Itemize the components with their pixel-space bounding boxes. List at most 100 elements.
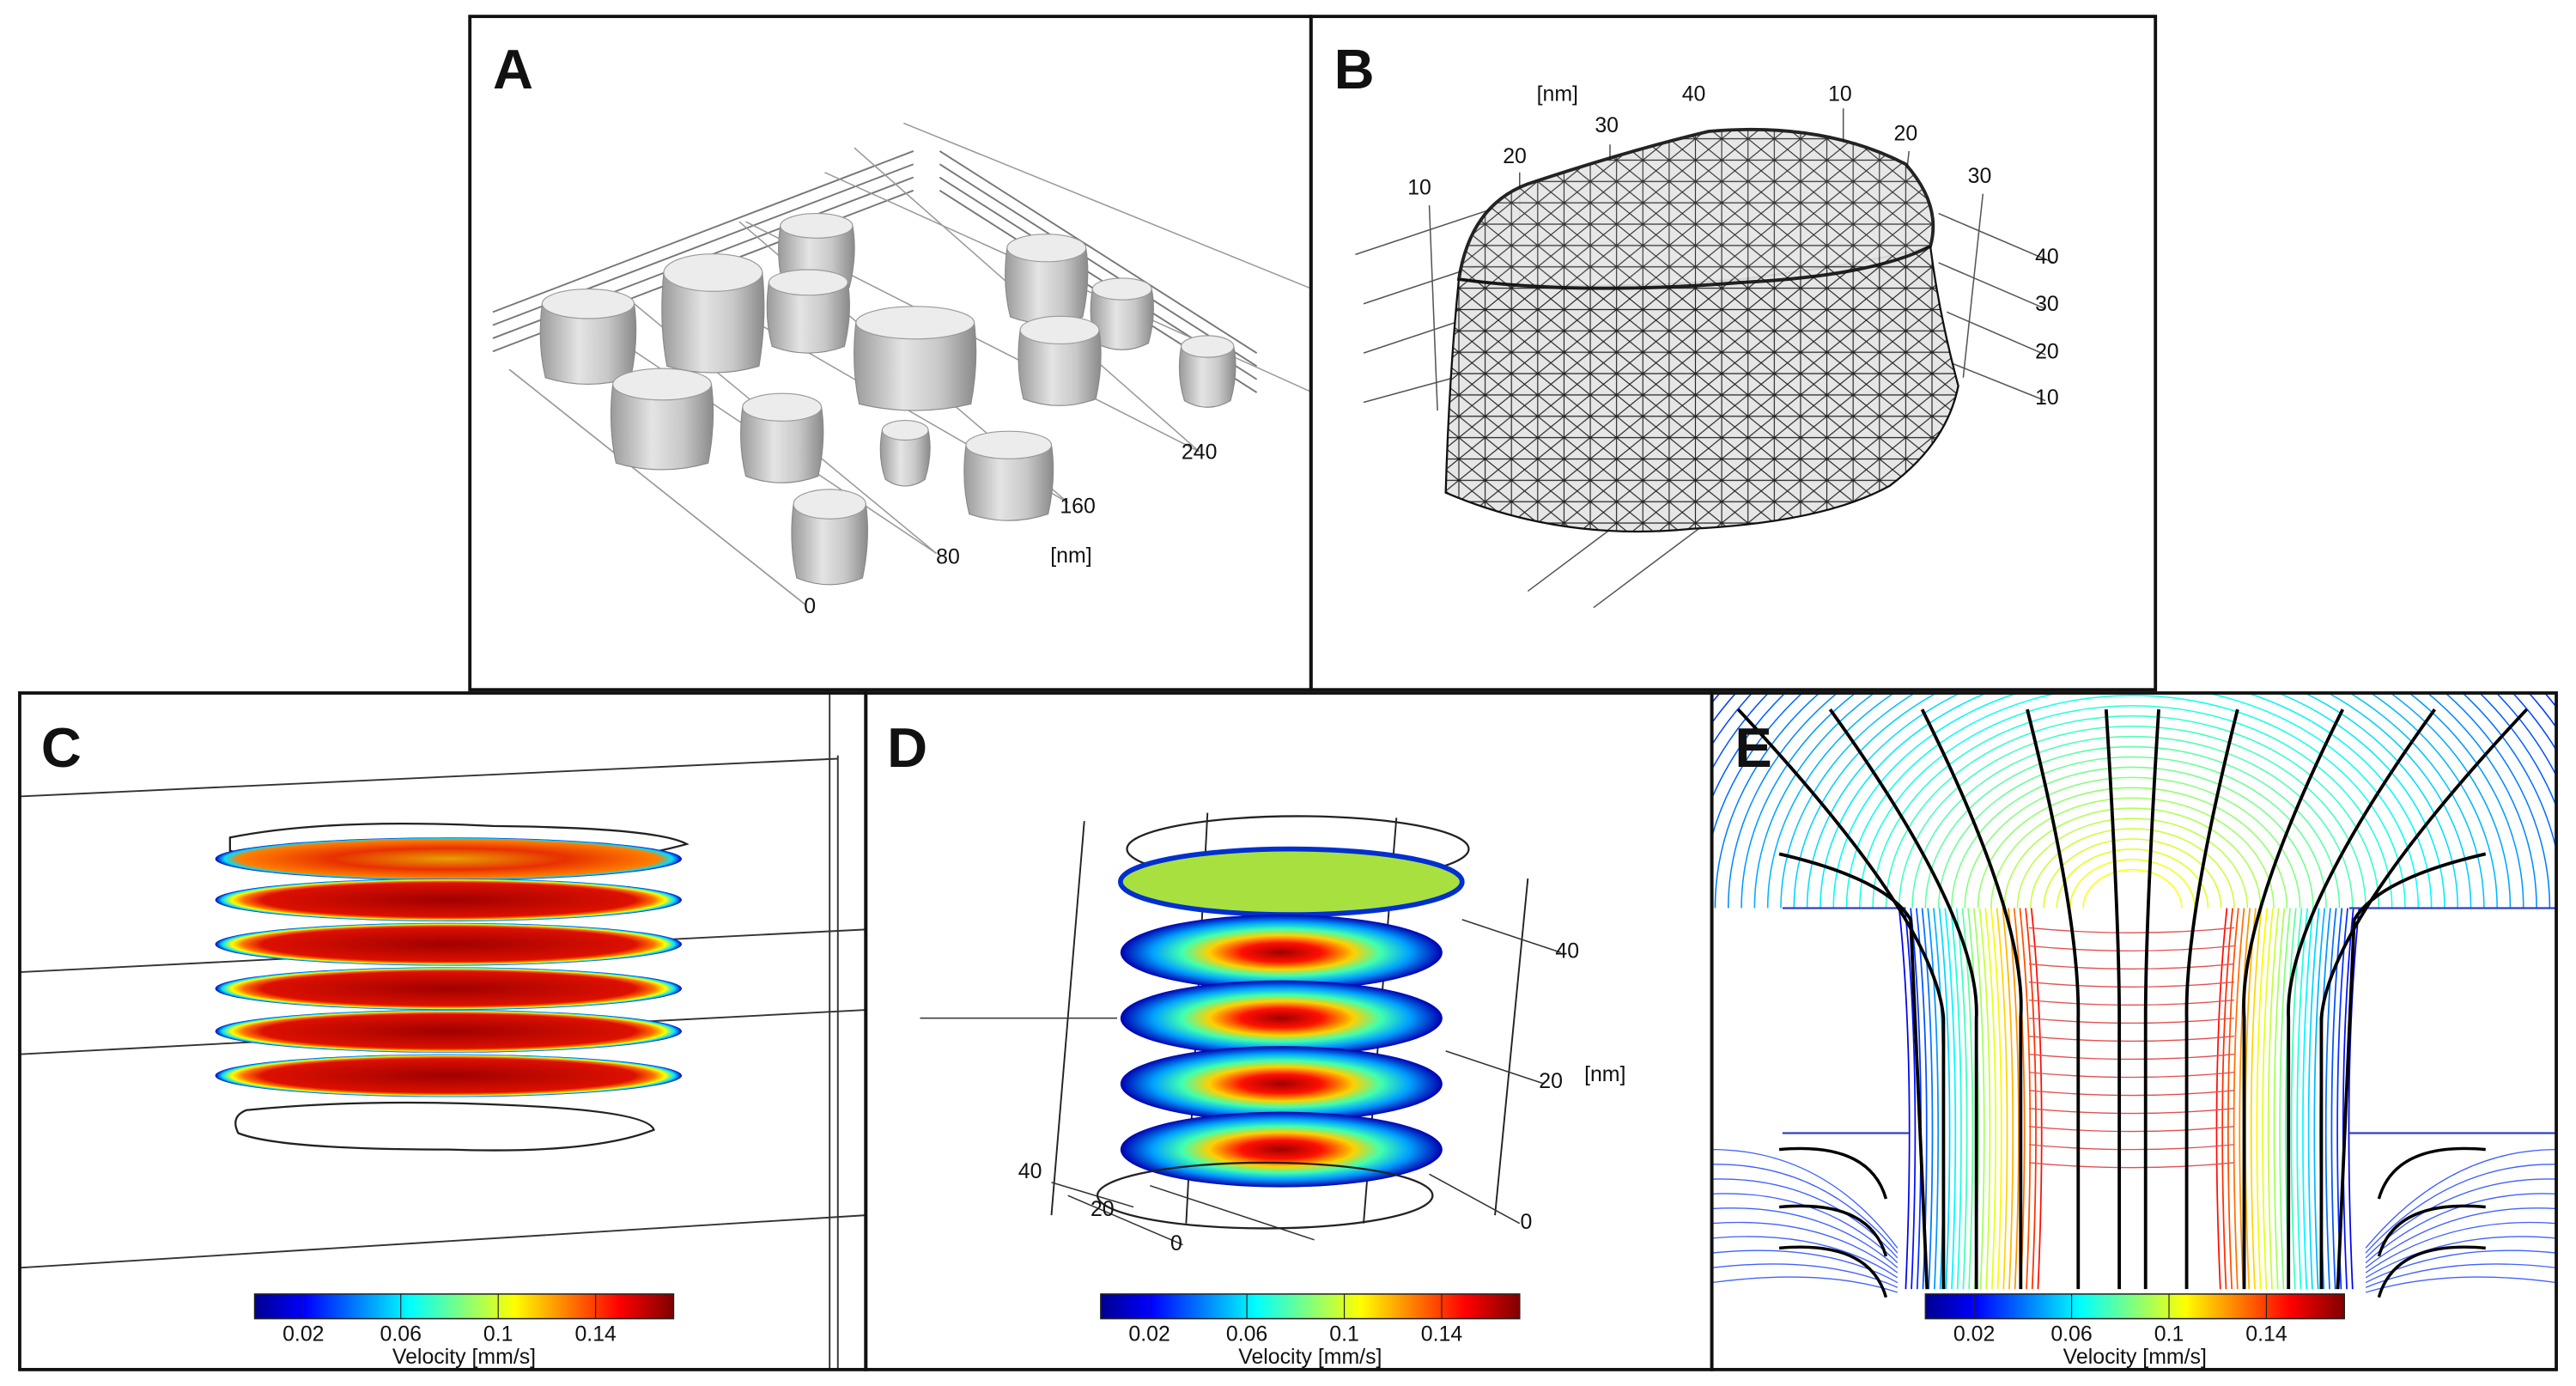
contour bbox=[2365, 1164, 2557, 1254]
colorbar-label: Velocity [mm/s] bbox=[2063, 1345, 2207, 1369]
contour bbox=[2013, 908, 2026, 1290]
particle bbox=[1018, 329, 1102, 406]
particle-top bbox=[965, 430, 1053, 459]
contour bbox=[1944, 908, 1957, 1290]
particle-top bbox=[612, 368, 713, 401]
streamline bbox=[2377, 1245, 2486, 1298]
contour bbox=[1927, 908, 1940, 1290]
contour bbox=[1711, 693, 2557, 777]
contour bbox=[2365, 1236, 2557, 1279]
particle-top bbox=[855, 306, 975, 340]
grid-line bbox=[492, 150, 914, 313]
outline bbox=[1096, 1161, 1434, 1230]
contour bbox=[2348, 908, 2360, 1290]
contour bbox=[1711, 1276, 1899, 1293]
axis-label: 20 bbox=[1894, 121, 1918, 145]
panel-b-art bbox=[1355, 108, 2054, 609]
contour bbox=[2307, 908, 2320, 1290]
contour bbox=[2025, 908, 2037, 1290]
mesh-body bbox=[1444, 245, 1959, 533]
colorbar-ramp bbox=[1100, 1293, 1521, 1320]
contour bbox=[1711, 1236, 1899, 1279]
axis-label: 20 bbox=[2035, 340, 2059, 364]
colorbar-tick-label: 0.1 bbox=[2154, 1322, 2184, 1346]
axis-label: 30 bbox=[1595, 113, 1619, 137]
contour bbox=[2028, 999, 2235, 1006]
colorbar: 0.02 0.06 0.1 0.14 Velocity [mm/s] bbox=[1100, 1293, 1521, 1369]
colorbar: 0.02 0.06 0.1 0.14 Velocity [mm/s] bbox=[1924, 1293, 2345, 1369]
contour bbox=[1984, 908, 1996, 1290]
contour bbox=[1711, 1148, 1899, 1249]
particle bbox=[1178, 345, 1236, 408]
contour bbox=[1955, 908, 1968, 1290]
outline bbox=[234, 1101, 655, 1152]
contour bbox=[2003, 807, 2262, 909]
contour bbox=[1938, 908, 1951, 1290]
contour bbox=[2028, 963, 2235, 970]
streamline bbox=[1778, 1204, 1888, 1257]
panel-frame bbox=[1710, 691, 2558, 1371]
colorbar-label: Velocity [mm/s] bbox=[1238, 1345, 1382, 1369]
contour bbox=[1711, 693, 2557, 854]
particle bbox=[1090, 288, 1154, 350]
axis-line bbox=[1429, 1173, 1521, 1225]
axis-line bbox=[1946, 361, 2046, 402]
contour bbox=[1711, 1193, 1899, 1264]
axis-line bbox=[1067, 1195, 1183, 1246]
contour bbox=[1990, 797, 2275, 909]
slab bbox=[1120, 1111, 1443, 1188]
slab bbox=[1120, 980, 1443, 1056]
axis-line bbox=[1946, 311, 2046, 356]
contour bbox=[2082, 869, 2183, 909]
axis-label: 40 bbox=[1682, 82, 1706, 106]
streamline bbox=[1828, 708, 1978, 1290]
contour bbox=[1711, 1221, 1899, 1274]
contour bbox=[2215, 908, 2228, 1290]
contour bbox=[1820, 693, 2445, 909]
colorbar-tick-label: 0.14 bbox=[2245, 1322, 2287, 1346]
particle-top bbox=[780, 213, 854, 239]
contour bbox=[1806, 693, 2459, 909]
panel-letter: E bbox=[1735, 716, 1771, 779]
contour bbox=[1996, 908, 2008, 1290]
contour bbox=[2365, 1276, 2557, 1293]
streamline bbox=[2184, 708, 2239, 1290]
contour bbox=[1859, 695, 2406, 909]
contour bbox=[2233, 908, 2245, 1290]
contour bbox=[2302, 908, 2314, 1290]
contour bbox=[2273, 908, 2286, 1290]
particle bbox=[791, 503, 869, 586]
cylinder-line bbox=[1494, 878, 1529, 1216]
particle-top bbox=[663, 253, 763, 292]
contour bbox=[1711, 1249, 1899, 1284]
contour bbox=[1714, 693, 2551, 909]
contour bbox=[1766, 693, 2498, 909]
particle bbox=[766, 282, 850, 354]
slab bbox=[215, 1054, 683, 1097]
particle bbox=[661, 271, 765, 374]
contour bbox=[1977, 787, 2288, 909]
contour bbox=[1711, 693, 2557, 808]
panel-c-art bbox=[19, 693, 866, 1370]
contour bbox=[1978, 908, 1991, 1290]
panel-e-art bbox=[1711, 693, 2557, 1298]
axis-line bbox=[1938, 262, 2046, 310]
contour bbox=[2324, 908, 2337, 1290]
axis-label: 0 bbox=[1521, 1210, 1533, 1234]
contour bbox=[2365, 1148, 2557, 1249]
axis-label: [nm] bbox=[1050, 544, 1091, 568]
contour bbox=[2296, 908, 2309, 1290]
particle-top bbox=[1181, 335, 1235, 358]
colorbar-tick-label: 0.06 bbox=[1226, 1322, 1267, 1346]
axis-line bbox=[1355, 204, 1504, 256]
particle-top bbox=[1019, 315, 1100, 345]
slab bbox=[215, 922, 683, 966]
contour bbox=[1780, 693, 2485, 909]
contour bbox=[1921, 908, 1934, 1290]
slab bbox=[1120, 915, 1443, 991]
particle-top bbox=[742, 392, 823, 422]
axis-label: 80 bbox=[936, 545, 960, 569]
contour bbox=[1904, 908, 1917, 1290]
frame-line bbox=[19, 757, 838, 798]
contour bbox=[2256, 908, 2269, 1290]
